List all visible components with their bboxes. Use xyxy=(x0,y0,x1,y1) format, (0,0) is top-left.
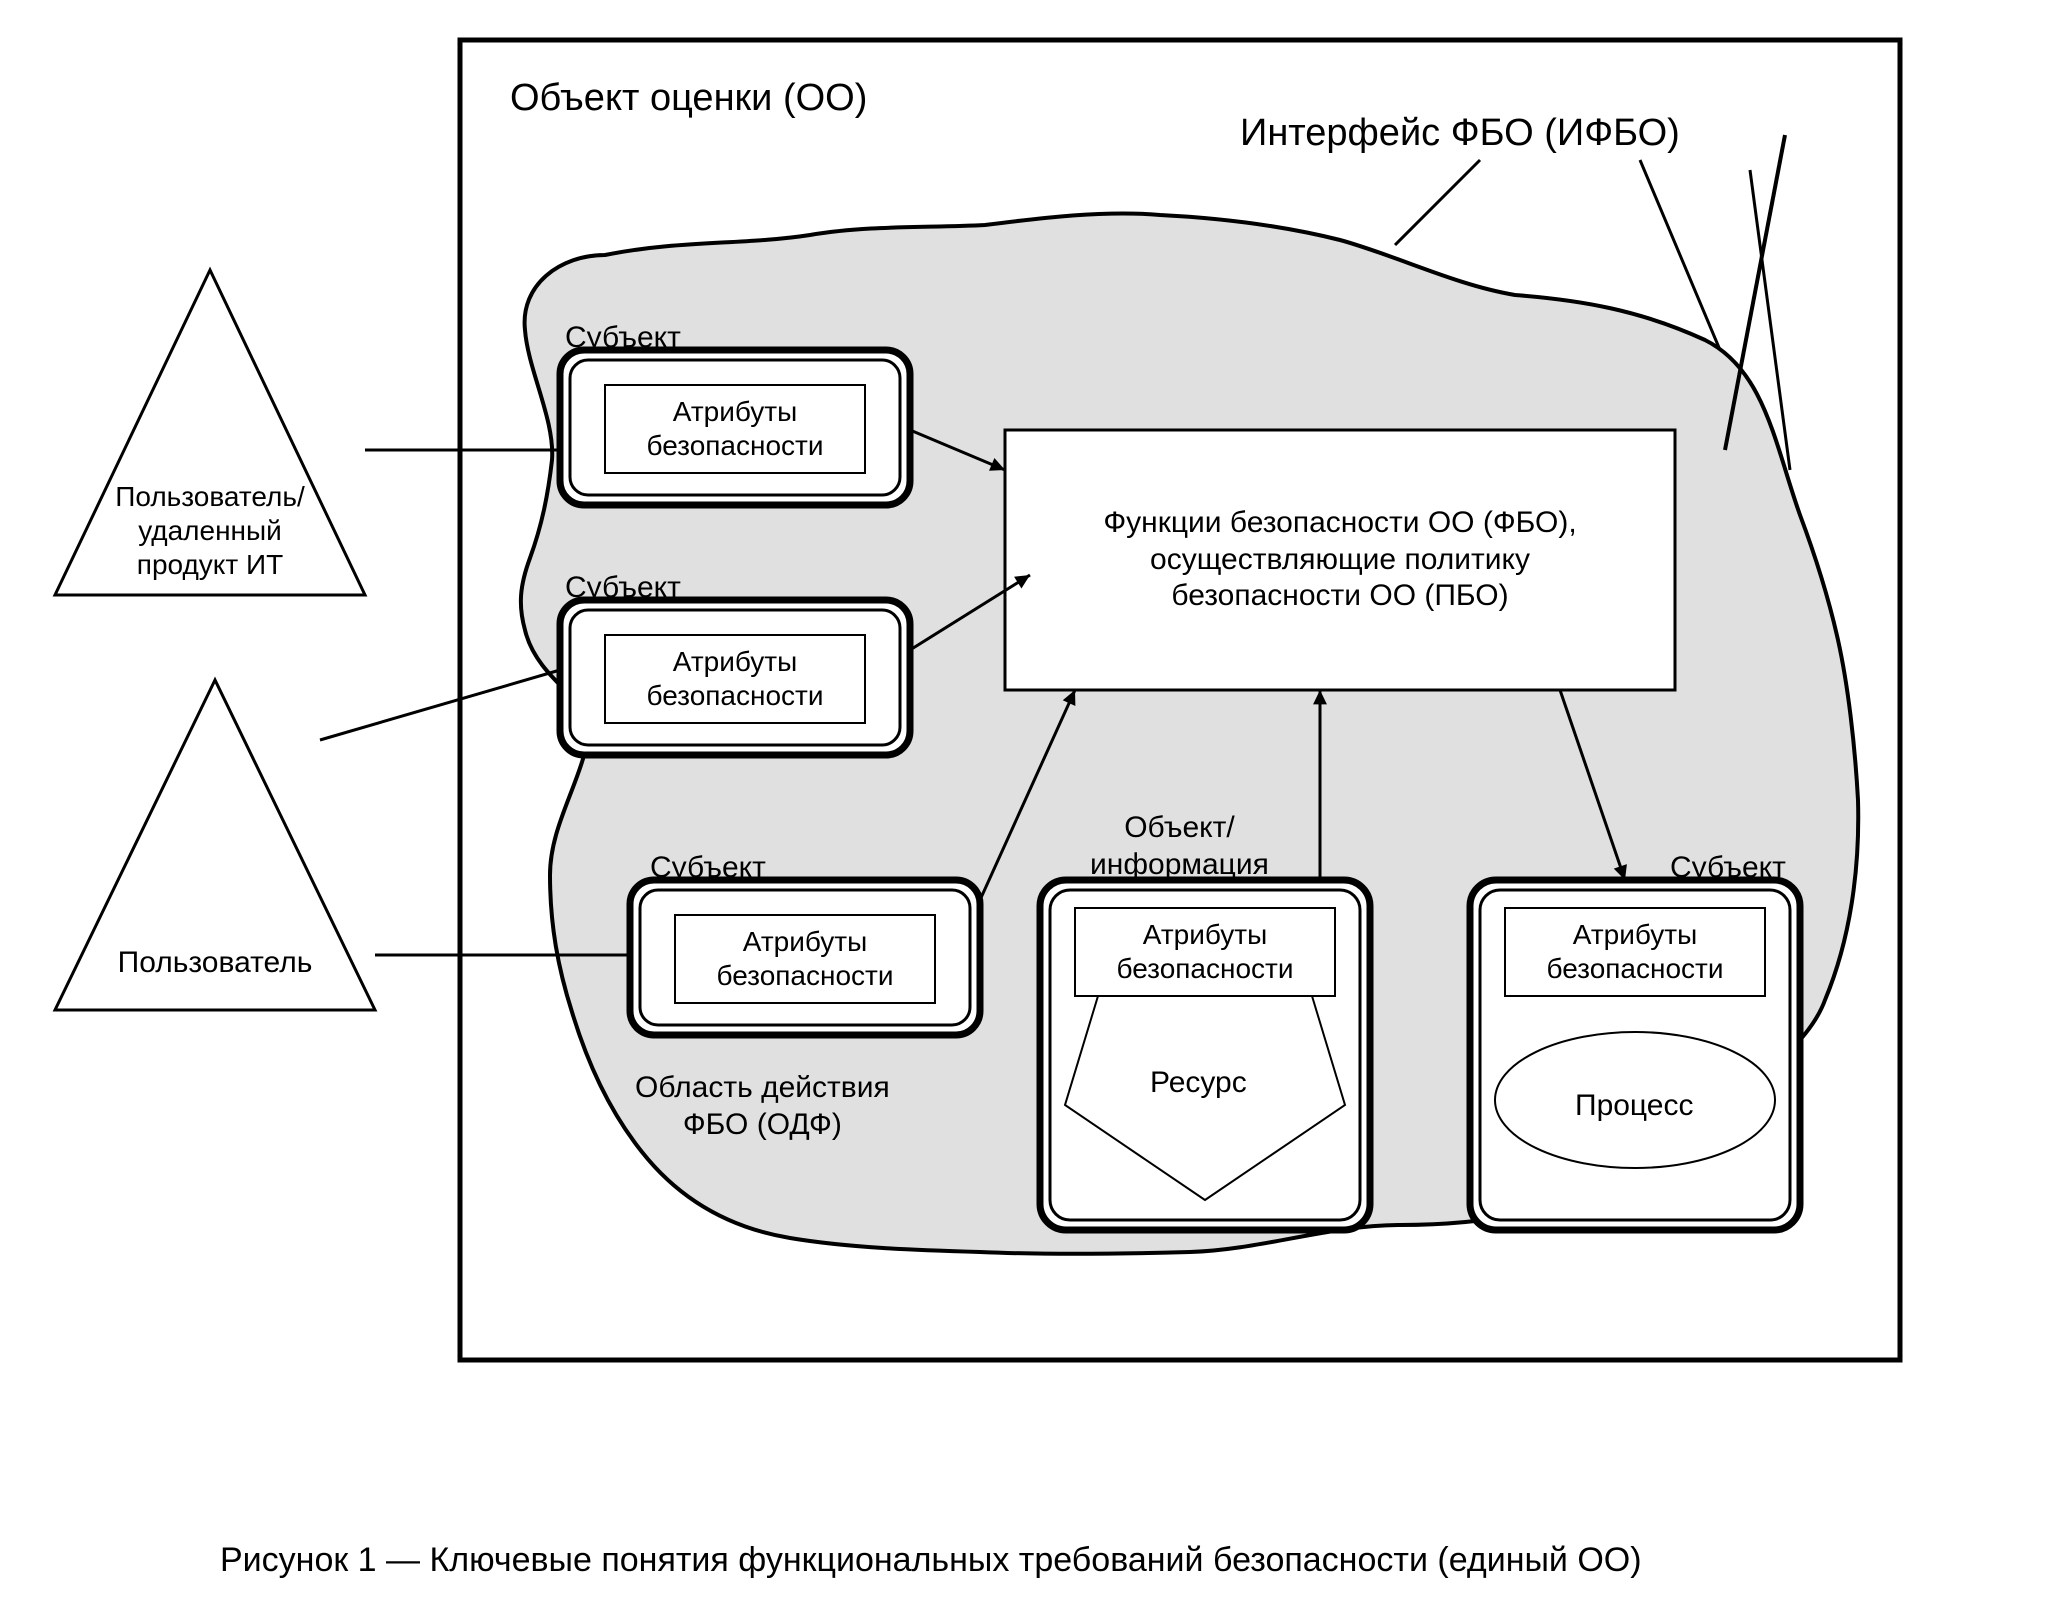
triangle-remote-user-label: Пользователь/удаленныйпродукт ИТ xyxy=(110,480,310,582)
triangle-user-label: Пользователь xyxy=(100,945,330,982)
subject-s3-label: Субъект xyxy=(650,850,766,887)
object-info-attr-label: Атрибутыбезопасности xyxy=(1075,918,1335,986)
subject-s2-attr-label: Атрибутыбезопасности xyxy=(605,645,865,713)
main-box-label: Функции безопасности ОО (ФБО),осуществля… xyxy=(1055,505,1625,615)
process-subject-label: Субъект xyxy=(1670,850,1786,887)
resource-label: Ресурс xyxy=(1150,1065,1247,1102)
interface-call-line-0 xyxy=(1395,160,1480,245)
figure-caption: Рисунок 1 — Ключевые понятия функциональ… xyxy=(220,1540,1642,1581)
process-subject-attr-label: Атрибутыбезопасности xyxy=(1505,918,1765,986)
subject-s1-attr-label: Атрибутыбезопасности xyxy=(605,395,865,463)
object-info-label: Объект/информация xyxy=(1090,810,1269,883)
process-label: Процесс xyxy=(1575,1088,1693,1125)
connector-remote-to-s2 xyxy=(320,670,560,740)
page-title: Объект оценки (ОО) xyxy=(510,75,867,121)
interface-label: Интерфейс ФБО (ИФБО) xyxy=(1240,110,1680,156)
subject-s3-attr-label: Атрибутыбезопасности xyxy=(675,925,935,993)
subject-s2-label: Субъект xyxy=(565,570,681,607)
subject-s1-label: Субъект xyxy=(565,320,681,357)
scope-label: Область действияФБО (ОДФ) xyxy=(635,1070,890,1143)
